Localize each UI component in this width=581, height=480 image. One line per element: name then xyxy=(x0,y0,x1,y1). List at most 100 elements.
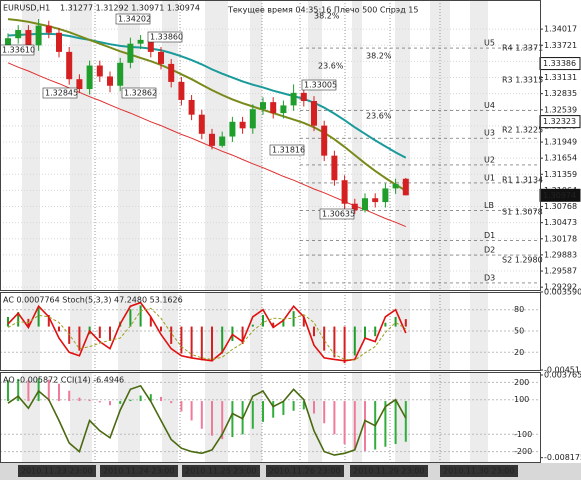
histogram-bar xyxy=(384,322,387,327)
histogram-bar xyxy=(78,326,81,351)
time-label: 2010.11.26 23:00 xyxy=(269,467,340,476)
candle-body xyxy=(117,62,124,86)
y-tick-label: 1.29587 xyxy=(544,267,577,276)
candle-body xyxy=(300,92,307,102)
candle-body xyxy=(362,198,368,211)
price-label: 1.33610 xyxy=(2,46,35,55)
histogram-bar xyxy=(313,401,315,414)
histogram-bar xyxy=(149,316,152,327)
candle-body xyxy=(76,79,83,90)
time-label: 2010.11.24 23:00 xyxy=(103,467,174,476)
histogram-bar xyxy=(98,326,101,339)
session-band xyxy=(308,0,322,290)
histogram-bar xyxy=(384,401,387,447)
price-label-box xyxy=(42,87,78,99)
panel-frame xyxy=(0,292,541,371)
candle-body xyxy=(107,76,113,86)
histogram-bar xyxy=(190,401,193,421)
histogram-bar xyxy=(262,315,264,327)
price-label: 1.32845 xyxy=(45,89,78,98)
candle-body xyxy=(280,105,287,114)
histogram-bar xyxy=(262,401,264,422)
moving-average xyxy=(7,32,407,159)
histogram-bar xyxy=(333,326,336,358)
histogram-bar xyxy=(404,319,407,327)
time-label: 2010.11.23 23:00 xyxy=(21,467,92,476)
candle-body xyxy=(25,30,32,46)
session-band xyxy=(70,0,92,290)
histogram-bar xyxy=(68,390,71,402)
histogram-bar xyxy=(78,397,81,402)
candle-body xyxy=(219,136,226,146)
histogram-bar xyxy=(251,401,254,429)
fib-label: 38.2% xyxy=(314,12,340,21)
candle-body xyxy=(331,155,338,181)
candle-body xyxy=(15,30,22,39)
session-band xyxy=(470,0,488,290)
histogram-bar xyxy=(292,401,295,411)
y-tick-label: 1.30473 xyxy=(544,218,577,227)
candle-body xyxy=(402,178,409,196)
y2-tick-label: 20 xyxy=(514,348,524,357)
session-band xyxy=(22,0,40,290)
time-label: 2010.11.29 23:00 xyxy=(353,467,424,476)
y2-tick-label: 200 xyxy=(514,378,529,387)
status: Текущее время 04:35:16 Плечо 500 Спрэд 1… xyxy=(227,6,418,15)
time-label-box xyxy=(182,465,260,477)
candle-body xyxy=(392,184,399,189)
histogram-bar xyxy=(241,326,244,344)
candle-body xyxy=(321,125,328,156)
level-text: R2 1.3225 xyxy=(502,126,543,135)
candle-body xyxy=(137,39,144,44)
session-band xyxy=(352,372,362,462)
candle-body xyxy=(168,63,175,82)
candle-body xyxy=(86,65,93,90)
histogram-bar xyxy=(343,401,346,444)
histogram-bar xyxy=(343,326,346,364)
y2-tick-label: -200 xyxy=(514,447,532,456)
level-name: D2 xyxy=(484,246,495,255)
fib-label: 38.2% xyxy=(366,52,392,61)
histogram-bar xyxy=(272,401,275,418)
histogram-bar xyxy=(58,383,60,402)
session-band xyxy=(250,372,262,462)
y-tick-label: 1.32835 xyxy=(544,89,577,98)
candle-body xyxy=(270,102,277,114)
session-band xyxy=(395,292,410,370)
y2-tick-label: 100 xyxy=(514,395,529,404)
price-label: 1.32862 xyxy=(124,89,157,98)
session-band xyxy=(352,0,362,290)
ohlc: 1.31277 1.31292 1.30971 1.30974 xyxy=(60,4,200,13)
histogram-bar xyxy=(353,326,356,356)
y-tick-label: -0.00451 xyxy=(544,366,580,375)
candle-body xyxy=(178,81,185,100)
candle-body xyxy=(249,109,256,129)
histogram-bar xyxy=(200,326,203,361)
time-label-box xyxy=(440,465,518,477)
histogram-bar xyxy=(374,326,377,337)
price-label: 1.34202 xyxy=(118,15,151,24)
histogram-bar xyxy=(190,326,193,358)
candle-body xyxy=(351,203,358,211)
price-label-box xyxy=(319,208,355,220)
session-band xyxy=(395,372,410,462)
level-name: U4 xyxy=(484,101,495,110)
histogram-bar xyxy=(160,326,162,332)
session-band xyxy=(205,372,228,462)
histogram-bar xyxy=(109,401,111,406)
price-label: 1.30635 xyxy=(322,210,355,219)
y2-tick-label: 50 xyxy=(514,327,524,336)
price-box-label: 1.30974 xyxy=(543,191,576,200)
histogram-bar xyxy=(353,401,356,450)
price-label: 1.33860 xyxy=(150,33,183,42)
fib-label: 23.6% xyxy=(318,62,344,71)
histogram-bar xyxy=(292,311,295,327)
candle-body xyxy=(188,99,195,115)
histogram-bar xyxy=(333,401,336,435)
histogram-bar xyxy=(119,401,122,404)
histogram-bar xyxy=(394,316,397,327)
candle-body xyxy=(127,43,134,63)
moving-average xyxy=(7,18,407,192)
indicator-line xyxy=(7,384,407,456)
